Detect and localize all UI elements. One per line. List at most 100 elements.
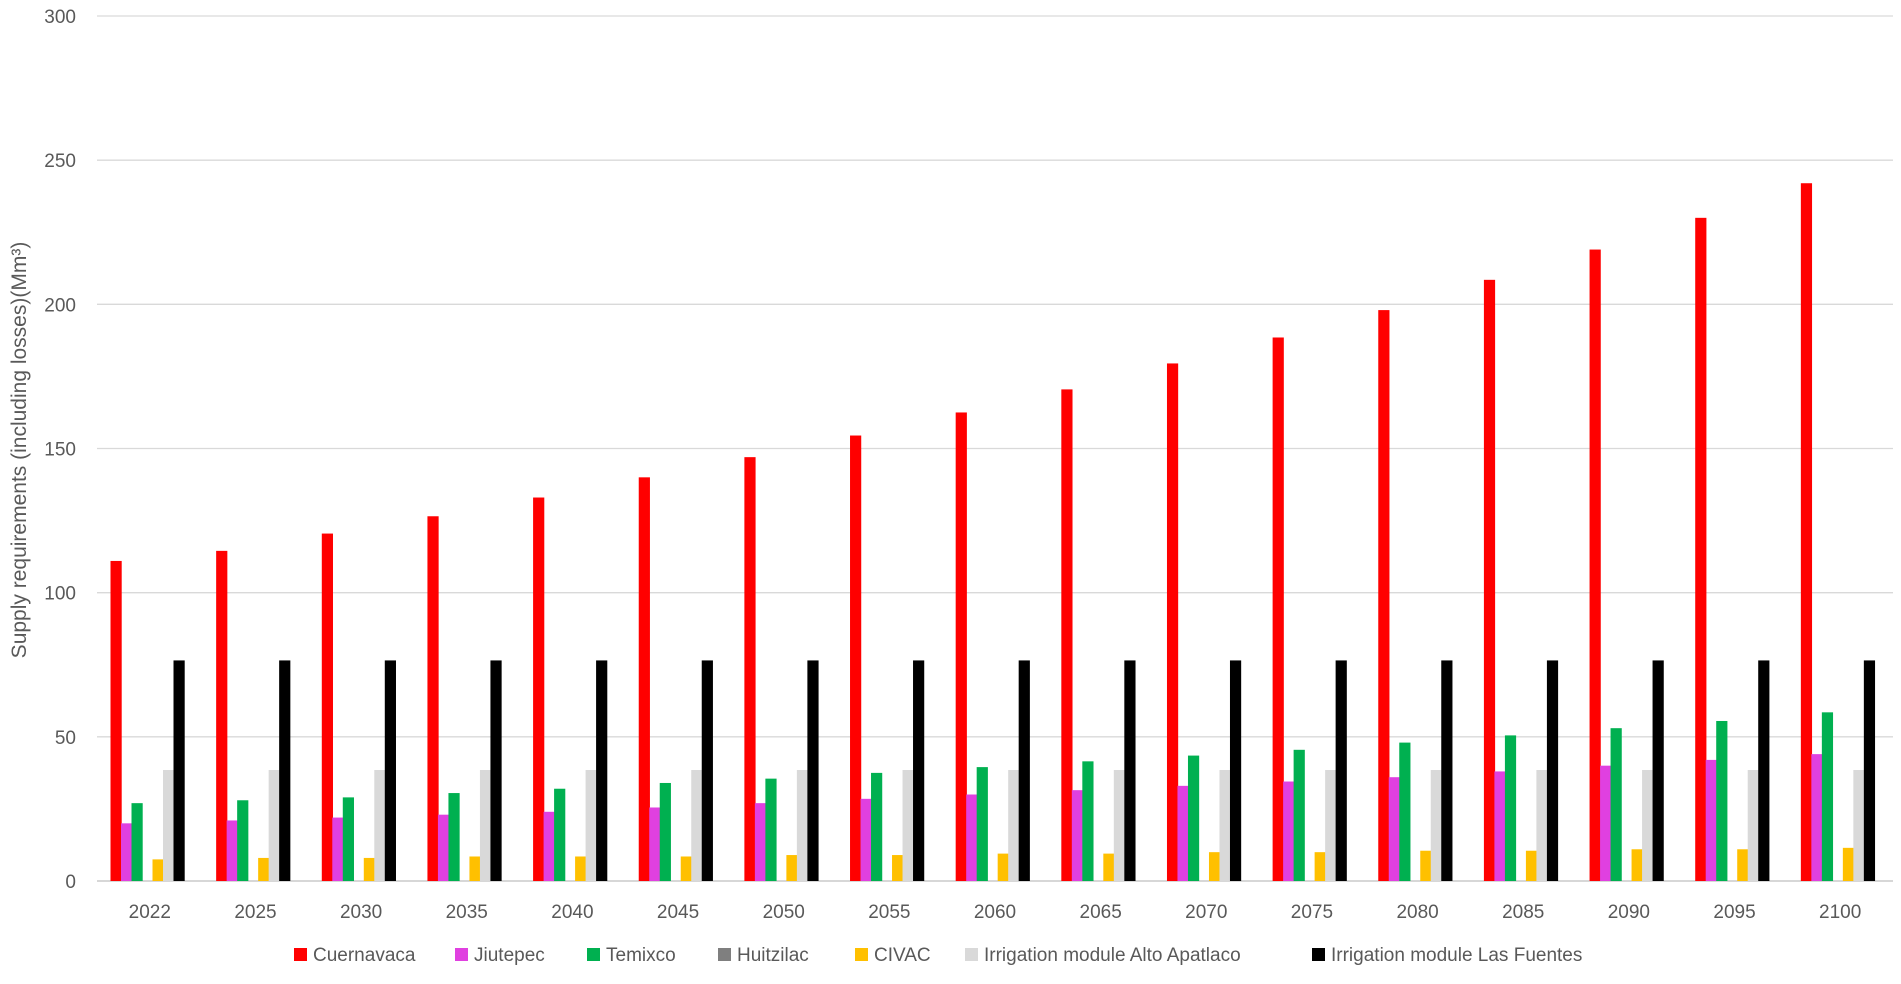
- bar: [279, 660, 291, 881]
- bar: [1642, 769, 1654, 881]
- legend-swatch: [587, 948, 600, 961]
- bar: [1842, 847, 1855, 881]
- bar: [173, 660, 185, 881]
- bar: [913, 660, 925, 881]
- bar: [1082, 761, 1094, 881]
- x-tick-label: 2040: [551, 902, 593, 923]
- bar: [342, 797, 354, 881]
- bar: [321, 533, 333, 881]
- bar: [1494, 771, 1506, 881]
- legend-swatch: [965, 948, 978, 961]
- x-tick-label: 2025: [234, 902, 276, 923]
- bar: [1631, 849, 1643, 881]
- x-tick-label: 2022: [129, 902, 171, 923]
- legend-swatch: [294, 948, 307, 961]
- y-tick-label: 0: [65, 872, 76, 893]
- x-tick-label: 2085: [1502, 902, 1544, 923]
- bar: [1483, 279, 1496, 882]
- bar: [1811, 754, 1823, 881]
- bar: [1283, 781, 1295, 881]
- x-tick-label: 2095: [1713, 902, 1755, 923]
- bar: [427, 516, 439, 881]
- bar: [1061, 389, 1073, 881]
- bar: [596, 660, 608, 881]
- bar: [1018, 660, 1030, 881]
- bar: [1546, 660, 1559, 881]
- bar: [871, 772, 883, 882]
- legend-label: Jiutepec: [474, 945, 545, 966]
- legend-swatch: [718, 948, 731, 961]
- bar: [1124, 660, 1136, 881]
- legend-label: CIVAC: [874, 945, 931, 966]
- bar: [1378, 310, 1390, 882]
- bar: [490, 660, 502, 881]
- x-axis-ticks: 2022 2025 2030 2035 2040 2045 2050 2055 2060 2065…: [129, 902, 1862, 923]
- bar: [680, 856, 692, 881]
- bar: [1071, 790, 1084, 881]
- legend-label: Cuernavaca: [313, 945, 416, 966]
- bar: [1441, 660, 1453, 881]
- bar: [1314, 852, 1326, 881]
- bar: [1399, 742, 1411, 881]
- bar: [384, 660, 396, 881]
- bar: [374, 769, 386, 881]
- legend-label: Irrigation module Las Fuentes: [1331, 945, 1582, 966]
- bar: [575, 856, 587, 881]
- bar: [765, 778, 777, 881]
- bar: [1219, 769, 1231, 881]
- bar: [585, 769, 597, 881]
- x-tick-label: 2100: [1819, 902, 1861, 923]
- bar: [1177, 785, 1189, 881]
- bar: [1166, 363, 1179, 881]
- legend-swatch: [1312, 948, 1325, 961]
- bar: [902, 769, 914, 881]
- legend-label: Irrigation module Alto Apatlaco: [984, 945, 1241, 966]
- bar: [796, 769, 809, 881]
- y-tick-label: 50: [55, 728, 76, 749]
- bar: [1335, 660, 1347, 881]
- legend-label: Huitzilac: [737, 945, 809, 966]
- bar: [554, 788, 566, 881]
- bar: [1420, 850, 1432, 881]
- bar: [437, 814, 450, 881]
- x-tick-label: 2035: [446, 902, 488, 923]
- legend-label: Temixco: [606, 945, 676, 966]
- bar: [1610, 728, 1622, 881]
- bar: [1208, 852, 1221, 881]
- bar: [744, 457, 756, 881]
- bar: [955, 412, 967, 881]
- bar: [1525, 850, 1538, 881]
- y-axis-ticks: 0 50 100 150 200 250 300: [44, 7, 76, 893]
- bar: [997, 853, 1009, 881]
- bars: [110, 183, 1876, 882]
- bar: [363, 857, 375, 881]
- bar: [1272, 337, 1284, 881]
- bar: [1504, 735, 1517, 881]
- bar: [1325, 769, 1337, 881]
- x-tick-label: 2055: [868, 902, 910, 923]
- x-tick-label: 2090: [1608, 902, 1650, 923]
- bar: [976, 767, 988, 881]
- bar: [237, 800, 249, 881]
- y-tick-label: 200: [44, 295, 76, 316]
- bar: [268, 769, 280, 881]
- bar: [1388, 777, 1400, 881]
- x-tick-label: 2060: [974, 902, 1016, 923]
- bar: [163, 769, 175, 881]
- bar: [1737, 849, 1749, 881]
- bar: [1187, 755, 1200, 881]
- bar: [1008, 769, 1020, 881]
- y-tick-label: 250: [44, 151, 76, 172]
- x-tick-label: 2075: [1291, 902, 1333, 923]
- bar: [332, 817, 344, 881]
- x-tick-label: 2080: [1396, 902, 1438, 923]
- x-tick-label: 2030: [340, 902, 382, 923]
- bar: [1536, 769, 1548, 881]
- bar: [1695, 217, 1707, 881]
- bar: [754, 803, 767, 881]
- bar: [1705, 759, 1717, 881]
- bar: [131, 803, 143, 881]
- x-tick-label: 2050: [763, 902, 805, 923]
- y-tick-label: 300: [44, 7, 76, 28]
